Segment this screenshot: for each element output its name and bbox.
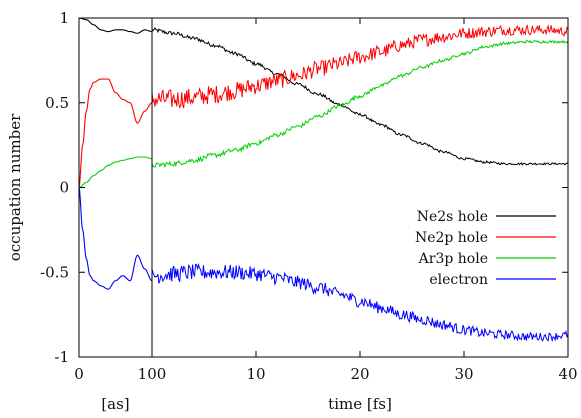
series-line-ar3p-hole-as — [78, 156, 153, 189]
y-tick-label: 0.5 — [45, 94, 69, 112]
x-tick-label-as: 100 — [138, 365, 167, 383]
y-tick-label: -1 — [54, 348, 69, 366]
x-tick-label-fs: 30 — [454, 365, 473, 383]
ticks-layer — [78, 17, 569, 358]
series-line-ne2p-hole-as — [78, 78, 153, 188]
legend-label: Ne2p hole — [415, 230, 488, 246]
legend-label: electron — [429, 272, 488, 288]
series-line-ne2s-hole-as — [78, 17, 153, 34]
x-tick-label-fs: 40 — [558, 365, 577, 383]
x-axis-label-as: [as] — [101, 395, 129, 413]
series-line-ne2s-hole-fs — [151, 27, 569, 166]
y-axis-label: occupation number — [6, 113, 24, 261]
legend: Ne2s hole Ne2p hole Ar3p hole electron — [415, 209, 556, 288]
legend-label: Ne2s hole — [417, 209, 488, 225]
x-axis-label-fs: time [fs] — [328, 395, 392, 413]
y-tick-label: -0.5 — [40, 263, 69, 281]
series-line-electron-as — [78, 187, 153, 290]
series-line-ar3p-hole-fs — [151, 39, 569, 169]
series-layer — [78, 17, 569, 343]
legend-label: Ar3p hole — [418, 251, 488, 267]
tick-labels-layer: 1 0.5 0 -0.5 -1 0 100 10 20 30 40 — [40, 9, 577, 383]
x-tick-label-fs: 20 — [350, 365, 369, 383]
series-line-ne2p-hole-fs — [151, 24, 569, 109]
x-tick-label-as: 0 — [74, 365, 84, 383]
series-line-electron-fs — [151, 262, 569, 343]
x-tick-label-fs: 10 — [246, 365, 265, 383]
y-tick-label: 1 — [59, 9, 69, 27]
y-tick-label: 0 — [59, 179, 69, 197]
plot-area — [78, 17, 569, 343]
